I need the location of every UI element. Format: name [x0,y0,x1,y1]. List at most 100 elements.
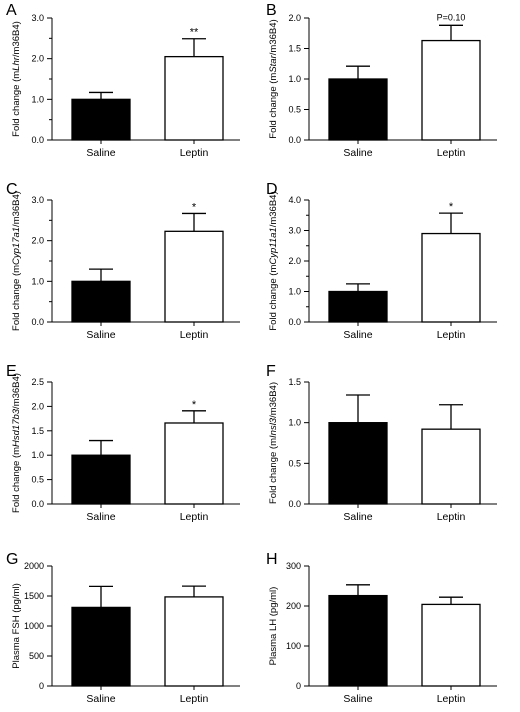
bar-leptin [164,422,224,505]
bar-leptin [421,428,481,505]
y-label-gene: Insl3 [268,417,279,438]
bar-saline [71,454,131,505]
panel-letter-a: A [6,2,17,19]
y-label-prefix: Fold change (m [268,265,279,331]
y-label-gene: Lhr [11,56,22,71]
y-label-prefix: Fold change (m [11,265,22,331]
y-label-gene: Star [268,54,279,72]
y-tick-label: 3.0 [288,226,301,236]
bar-saline [328,422,388,505]
y-label-prefix: Fold change (m [11,71,22,137]
y-label-suffix: /m36B4) [11,191,22,227]
panel-f: 0.0 0.5 1.0 1.5 Fold change (mInsl3/m36B4) Sa… [268,377,497,523]
x-tick-label: Saline [86,511,115,523]
x-tick-label: Leptin [437,329,466,341]
y-tick-label: 1.0 [31,450,44,460]
y-label-prefix: Plasma FSH (pg/ml) [11,583,22,669]
y-label-prefix: Plasma LH (pg/ml) [268,587,279,666]
y-tick-label: 2.0 [31,236,44,246]
significance-label: * [192,399,197,411]
y-tick-label: 1.5 [31,426,44,436]
x-tick-label: Saline [343,147,372,159]
y-axis-label: Fold change (mLhr/m36B4) [11,21,22,137]
y-tick-label: 1.0 [31,94,44,104]
y-tick-label: 0.5 [288,105,301,115]
x-tick-label: Saline [86,329,115,341]
panel-letter-c: C [6,181,18,198]
y-tick-label: 0.0 [288,135,301,145]
y-axis-label: Fold change (mCyp11a1/m36B4) [268,191,279,330]
y-label-prefix: Fold change (m [268,438,279,504]
y-tick-label: 1.5 [288,44,301,54]
y-axis-label: Fold change (mCyp17a1/m36B4) [11,191,22,331]
y-label-suffix: /m36B4) [11,373,22,409]
y-tick-label: 2.0 [31,401,44,411]
y-axis-label: Plasma LH (pg/ml) [268,587,279,666]
y-tick-label: 2.0 [288,13,301,23]
y-tick-label: 1500 [24,591,44,601]
y-tick-label: 0.5 [288,458,301,468]
y-tick-label: 0 [39,681,44,691]
bar-saline [328,78,388,141]
y-tick-label: 0.0 [31,499,44,509]
panel-a: 0.0 1.0 2.0 3.0 Fold change (mLhr/m36B4) Sali… [11,13,240,159]
y-label-suffix: /m36B4) [268,382,279,418]
bar-saline [71,280,131,323]
y-label-prefix: Fold change (m [268,73,279,139]
bar-saline [328,290,388,323]
y-label-suffix: /m36B4) [268,19,279,55]
x-tick-label: Leptin [180,511,209,523]
y-tick-label: 4.0 [288,195,301,205]
y-tick-label: 1.0 [288,418,301,428]
y-label-gene: Cyp11a1 [268,227,279,264]
y-tick-label: 1.0 [31,276,44,286]
y-tick-label: 0 [296,681,301,691]
y-label-suffix: /m36B4) [268,191,279,227]
y-tick-label: 0.0 [288,317,301,327]
significance-label: * [449,201,454,213]
panel-letter-b: B [266,2,277,19]
bar-leptin [164,596,224,687]
significance-label: * [192,201,197,213]
y-tick-label: 3.0 [31,195,44,205]
bar-leptin [421,39,481,141]
bar-leptin [164,230,224,323]
y-axis-label: Plasma FSH (pg/ml) [11,583,22,669]
y-tick-label: 0.0 [288,499,301,509]
y-tick-label: 1000 [24,621,44,631]
y-label-suffix: /m36B4) [11,21,22,57]
y-tick-label: 0.0 [31,135,44,145]
bar-leptin [421,232,481,323]
x-tick-label: Saline [343,511,372,523]
x-tick-label: Leptin [437,693,466,705]
bar-saline [71,98,131,141]
y-tick-label: 2.0 [288,256,301,266]
panel-c: 0.0 1.0 2.0 3.0 Fold change (mCyp17a1/m36B4)… [11,191,240,341]
x-tick-label: Saline [343,693,372,705]
panel-d: 0.0 1.0 2.0 3.0 4.0 Fold change (mCyp11a1/m36… [268,191,497,341]
x-tick-label: Leptin [180,147,209,159]
y-axis-label: Fold change (mStar/m36B4) [268,19,279,138]
panel-h: 0 100 200 300 Plasma LH (pg/ml) Saline Leptin [268,561,497,705]
panel-g: 0 500 1000 1500 2000 Plasma FSH (pg/ml) Saline… [11,561,240,705]
y-tick-label: 200 [286,601,301,611]
bar-saline [328,594,388,687]
y-axis-label: Fold change (mInsl3/m36B4) [268,382,279,504]
y-tick-label: 2.5 [31,377,44,387]
y-tick-label: 3.0 [31,13,44,23]
panel-e: 0.0 0.5 1.0 1.5 2.0 2.5 Fold change (mHsd17b3/… [11,373,240,523]
x-tick-label: Leptin [437,511,466,523]
y-axis-label: Fold change (mHsd17b3/m36B4) [11,373,22,513]
x-tick-label: Leptin [437,147,466,159]
bar-leptin [421,603,481,687]
panel-letter-g: G [6,551,19,568]
significance-label: P=0.10 [437,12,466,22]
bar-saline [71,606,131,687]
y-tick-label: 0.0 [31,317,44,327]
y-tick-label: 100 [286,641,301,651]
y-tick-label: 1.0 [288,287,301,297]
x-tick-label: Saline [343,329,372,341]
x-tick-label: Saline [86,693,115,705]
